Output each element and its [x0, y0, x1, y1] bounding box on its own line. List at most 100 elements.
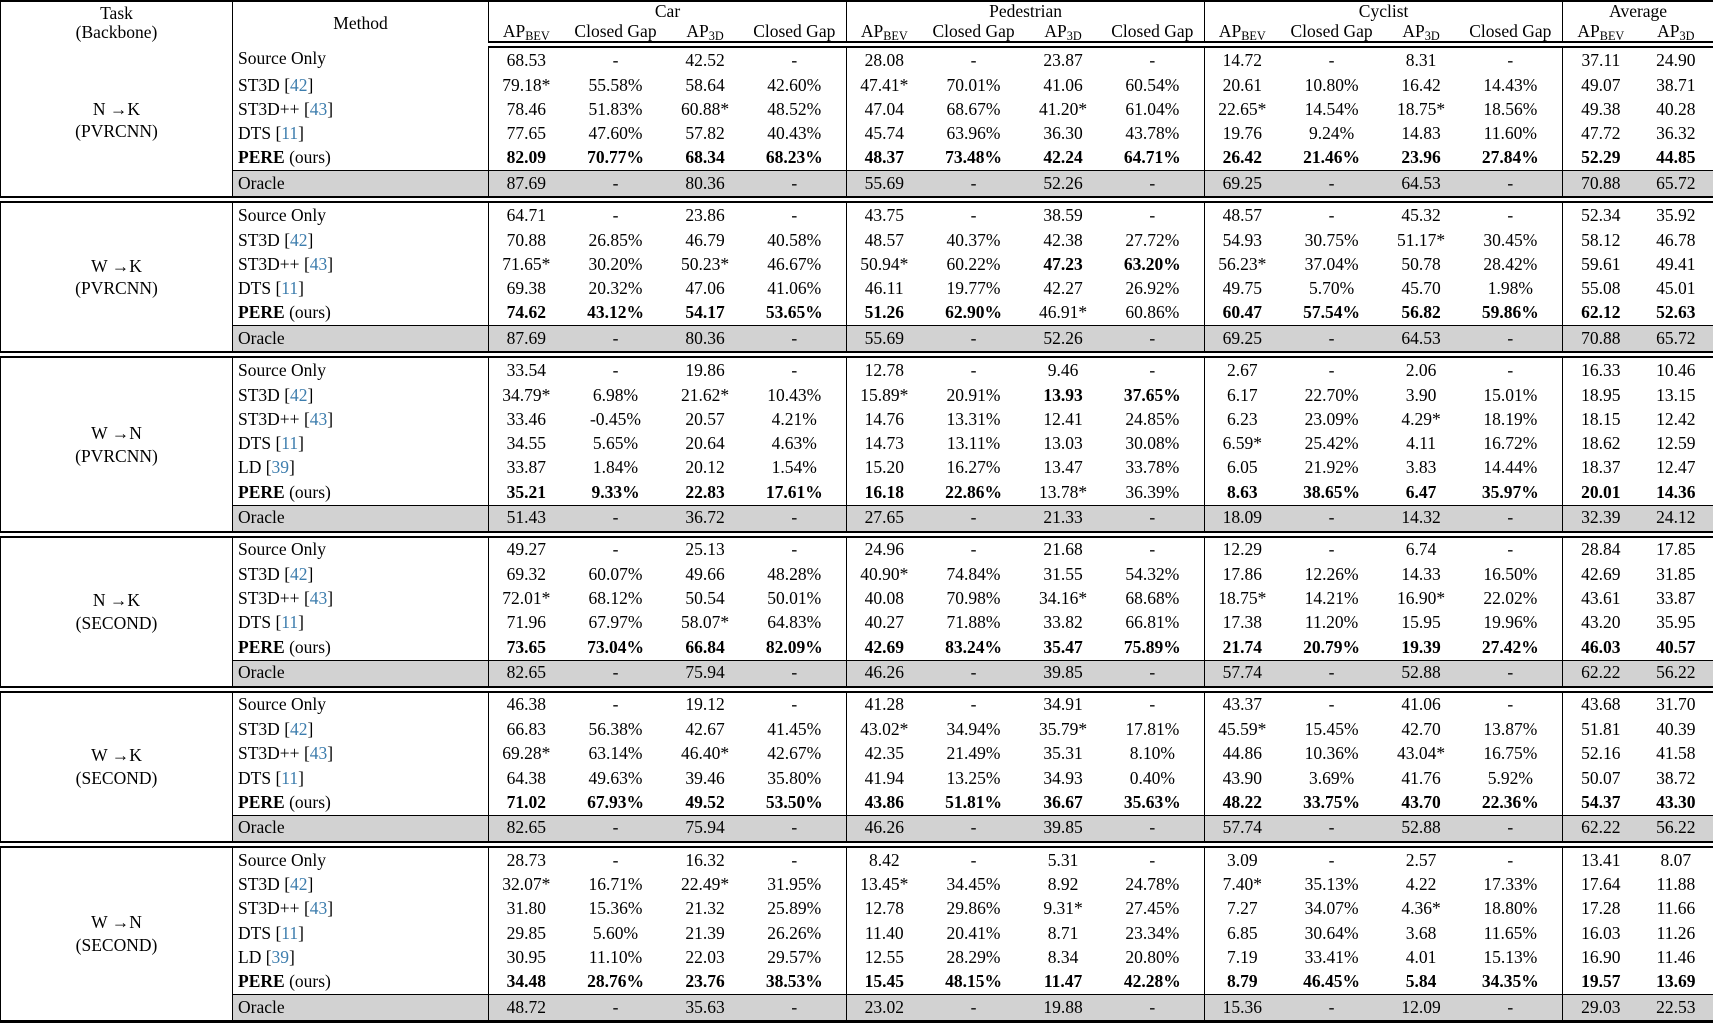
value-cell: 31.85 — [1656, 564, 1696, 584]
value-cell: 27.45% — [1125, 898, 1180, 919]
citation-link[interactable]: 43 — [309, 588, 328, 609]
value-cell: 13.11% — [946, 433, 1001, 454]
value-cell: 20.64 — [685, 433, 725, 454]
value-cell: 8.31 — [1405, 49, 1437, 70]
value-cell: - — [1458, 325, 1563, 355]
value-cell: 42.69 — [1562, 562, 1639, 587]
method-cell: Source Only — [232, 196, 489, 229]
backbone-label: (PVRCNN) — [75, 445, 158, 466]
citation-link[interactable]: 43 — [309, 898, 328, 919]
value-cell: 12.78 — [846, 351, 922, 384]
value-cell: 0.40% — [1129, 767, 1175, 788]
group-header-car: Car — [487, 1, 847, 22]
citation-link[interactable]: 43 — [309, 253, 328, 274]
table-row: ST3D [42] 69.32 60.07% 49.66 48.28% 40.90* 74.… — [1, 562, 1713, 587]
value-cell: 47.60% — [588, 122, 643, 143]
citation-link[interactable]: 11 — [281, 278, 299, 299]
value-cell: 70.77% — [587, 147, 644, 168]
citation-link[interactable]: 11 — [281, 612, 299, 633]
value-cell: 33.87 — [1656, 588, 1696, 609]
method-cell: Oracle — [232, 325, 489, 355]
value-cell: 46.45% — [1303, 971, 1360, 992]
table-row: ST3D++ [43] 72.01* 68.12% 50.54 50.01% 40.08 7… — [1, 586, 1713, 612]
value-cell: 68.53 — [488, 44, 564, 74]
value-cell: 47.23 — [1043, 253, 1083, 274]
citation-link[interactable]: 39 — [271, 946, 290, 967]
value-cell: 6.23 — [1204, 407, 1280, 432]
value-cell: 71.88% — [946, 612, 1001, 633]
value-cell: 4.11 — [1406, 433, 1437, 454]
value-cell: 1.54% — [771, 457, 817, 478]
value-cell: 60.22% — [946, 253, 1001, 274]
method-cell: Oracle — [232, 504, 489, 535]
value-cell: 5.70% — [1308, 278, 1355, 299]
table-row: PERE (ours) 34.48 28.76% 23.76 38.53% 15.45 48… — [1, 969, 1713, 995]
col-header-subscript: BEV — [883, 28, 908, 43]
citation-link[interactable]: 42 — [290, 384, 308, 405]
value-cell: 53.50% — [765, 791, 823, 812]
method-cell: ST3D [42] — [232, 717, 489, 742]
citation-link[interactable]: 42 — [290, 874, 308, 895]
col-header-ap_3d: AP3D — [1383, 21, 1459, 49]
method-label: PERE — [238, 481, 285, 502]
value-cell: 38.65% — [1303, 481, 1360, 502]
citation-link[interactable]: 43 — [309, 743, 328, 764]
value-cell: 80.36 — [667, 325, 743, 355]
value-cell: 23.87 — [1043, 49, 1083, 70]
value-cell: 20.01 — [1562, 480, 1639, 506]
value-cell: 73.48% — [945, 147, 1002, 168]
citation-link[interactable]: 43 — [309, 408, 328, 429]
citation-link[interactable]: 42 — [290, 229, 308, 250]
method-suffix: (ours) — [284, 302, 331, 323]
value-cell: 35.97% — [1481, 481, 1539, 502]
group-header-pedestrian: Pedestrian — [846, 1, 1205, 22]
oracle-row: Oracle 87.69-80.36-55.69-52.26-69.25-64.5… — [1, 325, 1713, 355]
value-cell: 40.57 — [1656, 636, 1696, 657]
value-cell: 48.22 — [1204, 790, 1280, 816]
value-cell: 75.94 — [667, 659, 743, 690]
value-cell: 15.36% — [588, 898, 643, 919]
method-cell: PERE (ours) — [232, 480, 489, 506]
value-cell: - — [1100, 814, 1205, 845]
value-cell: 21.46% — [1303, 147, 1360, 168]
method-cell: LD [39] — [232, 456, 489, 481]
citation-link[interactable]: 42 — [290, 74, 308, 95]
value-cell: 52.34 — [1562, 196, 1639, 229]
citation-link[interactable]: 11 — [281, 433, 299, 454]
value-cell: 39.85 — [1025, 659, 1101, 690]
value-cell: 41.06 — [1383, 685, 1459, 718]
value-cell: 31.80 — [488, 897, 564, 922]
method-label: PERE — [238, 636, 285, 657]
value-cell: - — [921, 351, 1026, 384]
oracle-row: Oracle 51.43-36.72-27.65-21.33-18.09-14.3… — [1, 504, 1713, 535]
citation-link[interactable]: 42 — [290, 564, 308, 584]
value-cell: 49.66 — [685, 564, 725, 584]
citation-link[interactable]: 43 — [309, 98, 328, 119]
value-cell: 46.40* — [680, 743, 730, 764]
value-cell: 59.86% — [1481, 302, 1539, 323]
method-label: Oracle — [238, 817, 285, 838]
value-cell: - — [1279, 685, 1384, 718]
task-label: W →N — [91, 912, 142, 933]
method-label: PERE — [238, 302, 285, 323]
value-cell: - — [1279, 351, 1384, 384]
value-cell: - — [563, 325, 668, 355]
value-cell: 17.28 — [1562, 897, 1639, 922]
col-header-subscript: BEV — [525, 28, 550, 43]
citation-link[interactable]: 11 — [281, 922, 299, 943]
citation-link[interactable]: 11 — [281, 122, 299, 143]
value-cell: 58.12 — [1562, 228, 1639, 253]
value-cell: 68.68% — [1125, 588, 1180, 609]
value-cell: 82.09% — [765, 636, 823, 657]
citation-link[interactable]: 39 — [271, 457, 290, 478]
value-cell: 62.90% — [945, 302, 1002, 323]
value-cell: 13.47 — [1043, 457, 1083, 478]
value-cell: 11.20% — [1304, 612, 1359, 633]
value-cell: - — [563, 814, 668, 845]
citation-link[interactable]: 42 — [290, 719, 308, 740]
value-cell: 68.67% — [946, 98, 1001, 119]
value-cell: 11.88 — [1656, 874, 1696, 895]
citation-link[interactable]: 11 — [281, 767, 299, 788]
value-cell: 43.70 — [1401, 791, 1441, 812]
value-cell: 8.71 — [1047, 922, 1079, 943]
